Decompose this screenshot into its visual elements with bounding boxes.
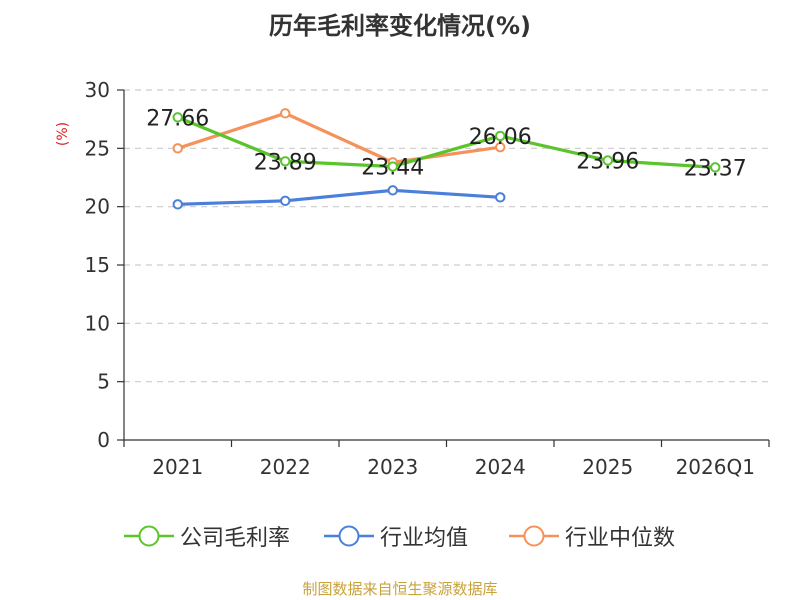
- y-tick-label: 5: [97, 370, 110, 394]
- series-line: [177, 115, 716, 169]
- y-tick-label: 30: [85, 78, 110, 102]
- y-tick-label: 10: [85, 311, 110, 335]
- data-point: [495, 192, 506, 203]
- y-tick-label: 15: [85, 253, 110, 277]
- data-label: 23.44: [361, 156, 424, 181]
- data-point: [280, 156, 291, 167]
- chart-legend: 公司毛利率 行业均值 行业中位数: [0, 519, 800, 553]
- legend-label: 行业均值: [380, 526, 469, 551]
- data-label: 23.96: [576, 149, 639, 174]
- legend-item[interactable]: 行业中位数: [509, 519, 675, 553]
- data-label: 23.37: [684, 156, 747, 181]
- data-point: [495, 141, 506, 153]
- y-tick-label: 20: [85, 195, 110, 219]
- x-tick-label: 2024: [475, 455, 526, 479]
- legend-swatch-icon: [324, 525, 374, 547]
- y-tick-label: 25: [85, 136, 110, 160]
- legend-swatch-icon: [509, 525, 559, 547]
- y-tick-label: 0: [97, 428, 110, 452]
- data-point: [495, 130, 506, 142]
- chart-title: 历年毛利率变化情况(%): [269, 12, 531, 40]
- data-label: 23.89: [254, 150, 317, 175]
- x-tick-label: 2026Q1: [676, 455, 755, 479]
- legend-label: 行业中位数: [565, 526, 676, 551]
- data-point: [280, 195, 291, 207]
- data-point: [387, 161, 398, 172]
- x-tick-label: 2023: [367, 455, 418, 479]
- data-label: 27.66: [146, 106, 209, 131]
- x-tick-label: 2022: [260, 455, 311, 479]
- data-point: [172, 199, 183, 210]
- data-point: [280, 108, 291, 119]
- x-tick-label: 2021: [152, 455, 203, 479]
- data-point: [172, 143, 183, 154]
- series-line: [177, 111, 501, 164]
- series-line: [177, 188, 501, 206]
- data-point: [172, 112, 183, 123]
- legend-label: 公司毛利率: [180, 526, 291, 551]
- data-point: [387, 185, 398, 196]
- legend-swatch-icon: [124, 525, 174, 547]
- data-label: 26.06: [469, 125, 532, 150]
- data-point: [710, 162, 721, 173]
- source-footer: 制图数据来自恒生聚源数据库: [302, 580, 498, 598]
- legend-item[interactable]: 公司毛利率: [124, 519, 290, 553]
- x-tick-label: 2025: [582, 455, 633, 479]
- legend-item[interactable]: 行业均值: [324, 519, 468, 553]
- data-point: [602, 155, 613, 166]
